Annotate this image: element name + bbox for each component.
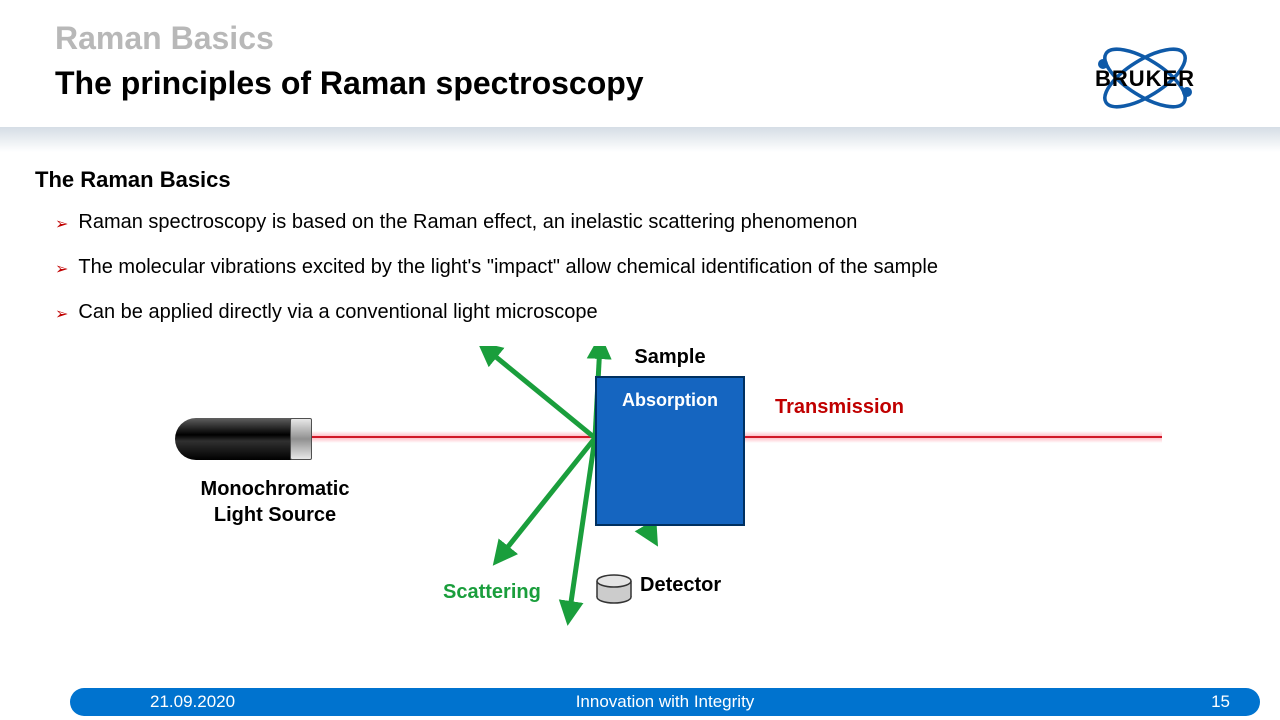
sample-box: Absorption: [595, 376, 745, 526]
laser-cap-icon: [290, 418, 312, 460]
footer-bar: 21.09.2020 Innovation with Integrity 15: [70, 688, 1260, 716]
title: The principles of Raman spectroscopy: [55, 65, 1225, 102]
source-label-line: Monochromatic: [201, 478, 350, 500]
bullet-text: Can be applied directly via a convention…: [78, 301, 597, 324]
source-label-line: Light Source: [214, 504, 336, 526]
bullet-item: ➢ Can be applied directly via a conventi…: [55, 301, 1245, 324]
brand-text: BRUKER: [1095, 66, 1195, 91]
laser-source-icon: [175, 418, 305, 460]
scattering-label: Scattering: [443, 581, 541, 604]
brand-logo: BRUKER: [1065, 38, 1225, 118]
section-title: The Raman Basics: [35, 167, 1245, 193]
bullet-item: ➢ The molecular vibrations excited by th…: [55, 256, 1245, 279]
bullet-text: The molecular vibrations excited by the …: [78, 256, 938, 279]
supertitle: Raman Basics: [55, 20, 1225, 57]
source-label: Monochromatic Light Source: [150, 476, 400, 528]
header-divider: [0, 127, 1280, 152]
bullet-marker-icon: ➢: [55, 259, 68, 279]
bullet-list: ➢ Raman spectroscopy is based on the Ram…: [35, 211, 1245, 324]
transmission-label: Transmission: [775, 396, 904, 419]
bullet-text: Raman spectroscopy is based on the Raman…: [78, 211, 857, 234]
detector-icon: [595, 571, 633, 605]
sample-label: Sample: [595, 346, 745, 369]
detector-label: Detector: [640, 574, 721, 597]
bullet-marker-icon: ➢: [55, 304, 68, 324]
bullet-marker-icon: ➢: [55, 214, 68, 234]
raman-diagram: Absorption Sample Transmission Monochrom…: [175, 346, 1175, 636]
footer-tagline: Innovation with Integrity: [70, 692, 1260, 712]
bullet-item: ➢ Raman spectroscopy is based on the Ram…: [55, 211, 1245, 234]
slide-header: Raman Basics The principles of Raman spe…: [0, 0, 1280, 117]
footer-date: 21.09.2020: [150, 692, 235, 712]
footer-page: 15: [1211, 692, 1230, 712]
content-area: The Raman Basics ➢ Raman spectroscopy is…: [0, 152, 1280, 636]
absorption-label: Absorption: [597, 378, 743, 411]
